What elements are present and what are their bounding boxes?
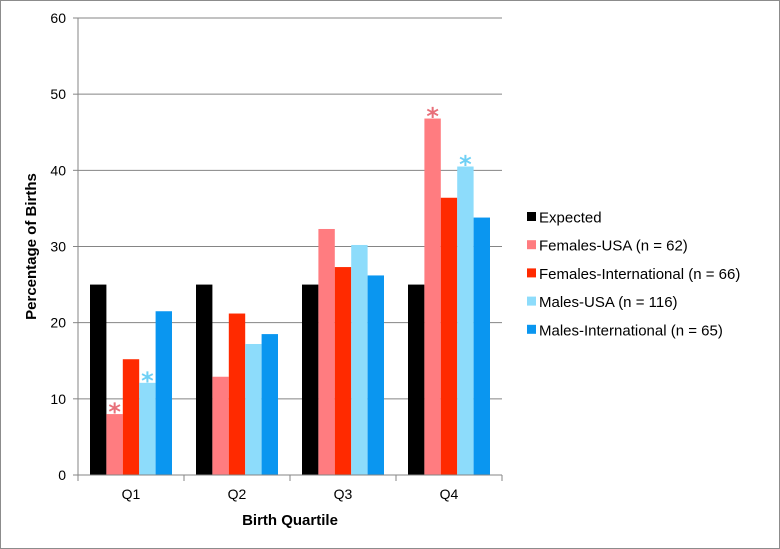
x-axis-title: Birth Quartile <box>242 512 338 529</box>
bar <box>440 197 458 475</box>
bar <box>424 118 441 475</box>
x-axis-ticks: Q1 Q2 Q3 Q4 <box>77 475 503 502</box>
x-tick-label: Q1 <box>122 486 141 502</box>
legend: Expected Females-USA (n = 62) Females-Inte… <box>527 210 740 339</box>
legend-label: Females-USA (n = 62) <box>539 238 688 255</box>
y-tick-label: 30 <box>50 239 66 255</box>
significance-star: * <box>459 151 472 179</box>
bars <box>90 118 490 475</box>
bar <box>408 284 425 475</box>
legend-swatch <box>527 212 536 221</box>
legend-label: Males-International (n = 65) <box>539 322 723 339</box>
legend-swatch <box>527 240 536 250</box>
significance-star: * <box>141 367 154 395</box>
legend-label: Females-International (n = 66) <box>539 266 740 283</box>
bar <box>228 313 246 475</box>
bar <box>122 359 140 475</box>
significance-star: * <box>108 398 121 426</box>
x-tick-label: Q4 <box>440 486 459 502</box>
y-axis-ticks: 0 10 20 30 40 50 60 <box>50 10 78 483</box>
y-tick-label: 10 <box>50 391 66 407</box>
significance-markers: * * * * <box>108 103 472 427</box>
x-tick-label: Q3 <box>334 486 353 502</box>
y-tick-label: 40 <box>50 162 66 178</box>
bar <box>334 267 352 475</box>
legend-swatch <box>527 324 536 334</box>
bar <box>302 284 319 475</box>
bar <box>473 217 490 475</box>
y-tick-label: 60 <box>50 10 66 26</box>
legend-swatch <box>527 268 536 278</box>
bar <box>245 343 262 475</box>
bar <box>351 244 368 475</box>
y-axis-title: Percentage of Births <box>23 173 40 320</box>
y-tick-label: 0 <box>58 467 66 483</box>
y-tick-label: 20 <box>50 315 66 331</box>
bar <box>367 275 384 475</box>
legend-swatch <box>527 296 536 306</box>
bar <box>261 334 278 475</box>
legend-label: Males-USA (n = 116) <box>539 294 678 311</box>
y-tick-label: 50 <box>50 86 66 102</box>
bar <box>196 284 213 475</box>
bar <box>90 284 107 475</box>
bar <box>155 311 172 475</box>
bar <box>457 166 474 475</box>
x-tick-label: Q2 <box>228 486 247 502</box>
significance-star: * <box>426 103 439 131</box>
bar <box>318 228 335 475</box>
bar <box>212 376 229 475</box>
legend-label: Expected <box>539 210 602 227</box>
bar <box>106 414 123 475</box>
bar <box>139 382 156 475</box>
